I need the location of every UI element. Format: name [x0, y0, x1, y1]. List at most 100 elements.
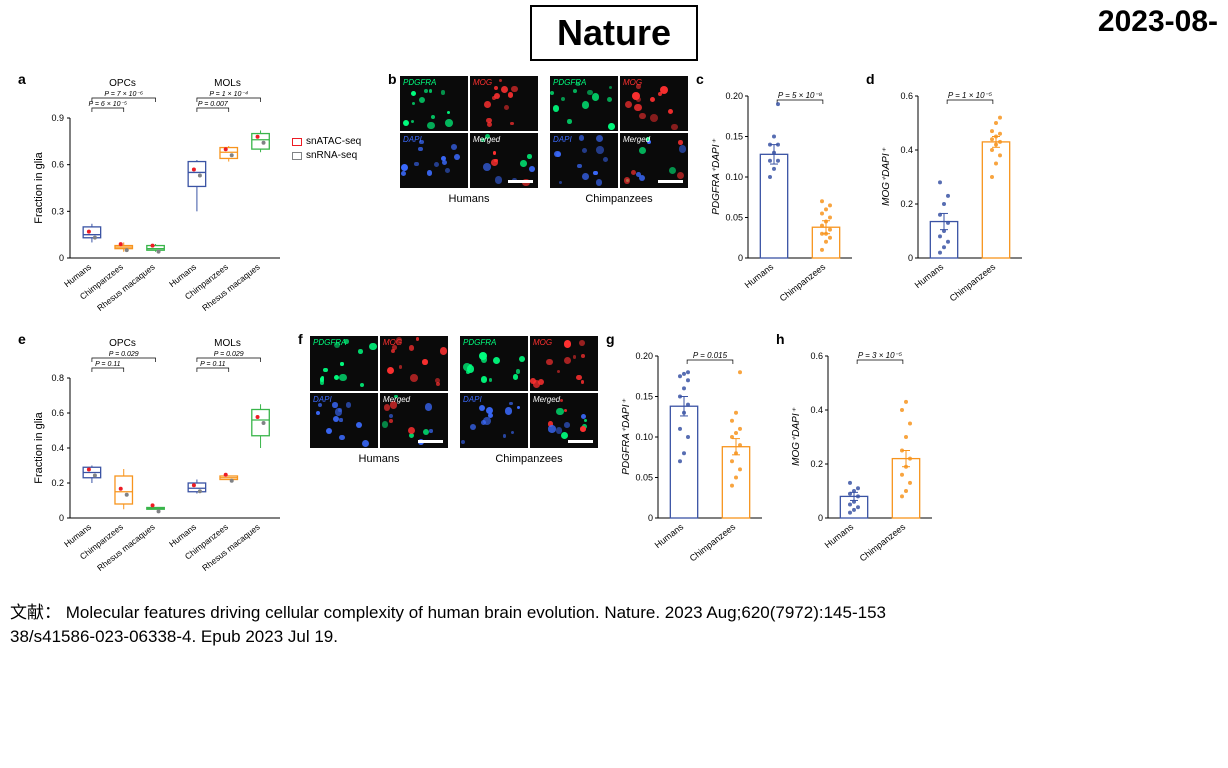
figure-caption: 文献： Molecular features driving cellular … — [0, 596, 1228, 654]
svg-text:0.20: 0.20 — [635, 351, 653, 361]
svg-text:0.6: 0.6 — [900, 91, 913, 101]
svg-text:0.6: 0.6 — [51, 408, 64, 418]
publication-date: 2023-08- — [1098, 5, 1218, 39]
micrograph-cell: PDGFRA — [400, 76, 468, 131]
svg-text:P = 1 × 10⁻⁴: P = 1 × 10⁻⁴ — [209, 91, 248, 98]
svg-text:PDGFRA⁺DAPI⁺: PDGFRA⁺DAPI⁺ — [621, 399, 632, 475]
panel-g: g00.050.100.150.20PDGFRA⁺DAPI⁺P = 0.015H… — [618, 336, 768, 576]
svg-text:Fraction in glia: Fraction in glia — [33, 151, 45, 223]
micrograph-cell: PDGFRA — [310, 336, 378, 391]
svg-text:Rhesus macaques: Rhesus macaques — [95, 522, 157, 573]
header: Nature 2023-08- — [0, 0, 1228, 66]
svg-text:0: 0 — [648, 513, 653, 523]
micrograph-cell: Merged — [470, 133, 538, 188]
svg-text:Chimpanzees: Chimpanzees — [778, 261, 828, 303]
micrograph-cell: MOG — [380, 336, 448, 391]
svg-text:0: 0 — [738, 253, 743, 263]
svg-text:0.10: 0.10 — [635, 432, 653, 442]
svg-text:0.05: 0.05 — [635, 473, 653, 483]
svg-text:P = 0.029: P = 0.029 — [214, 351, 244, 358]
legend-label: snATAC-seq — [306, 136, 361, 147]
panel-h: h00.20.40.6MOG⁺DAPI⁺P = 3 × 10⁻⁵HumansCh… — [788, 336, 938, 576]
svg-text:0.05: 0.05 — [725, 213, 743, 223]
svg-text:MOG⁺DAPI⁺: MOG⁺DAPI⁺ — [881, 147, 892, 206]
micrograph-cell: MOG — [470, 76, 538, 131]
micrograph-set-label: Chimpanzees — [550, 193, 688, 205]
svg-text:0.4: 0.4 — [900, 145, 913, 155]
micrograph-cell: PDGFRA — [550, 76, 618, 131]
micrograph-set-label: Humans — [310, 453, 448, 465]
legend-swatch — [292, 152, 302, 160]
journal-title: Nature — [530, 5, 698, 61]
svg-text:P = 0.015: P = 0.015 — [693, 351, 728, 360]
svg-text:PDGFRA⁺DAPI⁺: PDGFRA⁺DAPI⁺ — [711, 139, 722, 215]
svg-text:Humans: Humans — [823, 521, 856, 550]
svg-text:MOLs: MOLs — [214, 78, 241, 89]
svg-text:0.8: 0.8 — [51, 373, 64, 383]
svg-text:P = 0.11: P = 0.11 — [95, 361, 121, 368]
svg-text:0.15: 0.15 — [635, 392, 653, 402]
svg-text:0.2: 0.2 — [900, 199, 913, 209]
panel-a: a00.30.60.9Fraction in gliaOPCsP = 6 × 1… — [30, 76, 380, 316]
row-top: a00.30.60.9Fraction in gliaOPCsP = 6 × 1… — [30, 76, 1198, 316]
svg-text:0: 0 — [59, 253, 64, 263]
svg-text:P = 6 × 10⁻⁵: P = 6 × 10⁻⁵ — [88, 101, 127, 108]
svg-text:Humans: Humans — [743, 261, 776, 290]
svg-text:Chimpanzees: Chimpanzees — [858, 521, 908, 563]
row-bottom: e00.20.40.60.8Fraction in gliaOPCsP = 0.… — [30, 336, 1198, 576]
panel-f: fPDGFRAMOGDAPIMergedHumansPDGFRAMOGDAPIM… — [310, 336, 598, 465]
legend-label: snRNA-seq — [306, 150, 357, 161]
svg-text:OPCs: OPCs — [109, 338, 136, 349]
micrograph-cell: DAPI — [550, 133, 618, 188]
micrograph-set-label: Humans — [400, 193, 538, 205]
svg-text:Rhesus macaques: Rhesus macaques — [200, 262, 262, 313]
panel-b: bPDGFRAMOGDAPIMergedHumansPDGFRAMOGDAPIM… — [400, 76, 688, 205]
micrograph-cell: Merged — [620, 133, 688, 188]
svg-text:P = 0.007: P = 0.007 — [198, 101, 229, 108]
svg-text:0.10: 0.10 — [725, 172, 743, 182]
svg-text:0.2: 0.2 — [51, 478, 64, 488]
micrograph-set-label: Chimpanzees — [460, 453, 598, 465]
svg-text:0.4: 0.4 — [810, 405, 823, 415]
micrograph-cell: MOG — [530, 336, 598, 391]
legend-swatch — [292, 138, 302, 146]
micrograph-cell: DAPI — [310, 393, 378, 448]
svg-text:Humans: Humans — [653, 521, 686, 550]
micrograph-cell: DAPI — [460, 393, 528, 448]
svg-text:Rhesus macaques: Rhesus macaques — [200, 522, 262, 573]
svg-text:MOLs: MOLs — [214, 338, 241, 349]
svg-text:0: 0 — [908, 253, 913, 263]
svg-text:0: 0 — [59, 513, 64, 523]
svg-text:0.15: 0.15 — [725, 132, 743, 142]
svg-text:MOG⁺DAPI⁺: MOG⁺DAPI⁺ — [791, 407, 802, 466]
micrograph-cell: PDGFRA — [460, 336, 528, 391]
panel-d: d00.20.40.6MOG⁺DAPI⁺P = 1 × 10⁻⁵HumansCh… — [878, 76, 1028, 316]
svg-text:Humans: Humans — [913, 261, 946, 290]
micrograph-cell: MOG — [620, 76, 688, 131]
svg-text:0: 0 — [818, 513, 823, 523]
svg-text:Fraction in glia: Fraction in glia — [33, 411, 45, 483]
svg-text:P = 3 × 10⁻⁵: P = 3 × 10⁻⁵ — [858, 351, 903, 360]
micrograph-cell: Merged — [530, 393, 598, 448]
svg-text:Rhesus macaques: Rhesus macaques — [95, 262, 157, 313]
svg-text:0.9: 0.9 — [51, 113, 64, 123]
svg-text:P = 7 × 10⁻⁶: P = 7 × 10⁻⁶ — [104, 91, 143, 98]
svg-text:0.2: 0.2 — [810, 459, 823, 469]
svg-text:0.20: 0.20 — [725, 91, 743, 101]
panel-c: c00.050.100.150.20PDGFRA⁺DAPI⁺P = 5 × 10… — [708, 76, 858, 316]
svg-text:P = 0.029: P = 0.029 — [109, 351, 139, 358]
svg-text:0.3: 0.3 — [51, 206, 64, 216]
svg-text:P = 5 × 10⁻⁸: P = 5 × 10⁻⁸ — [778, 91, 823, 100]
svg-text:P = 1 × 10⁻⁵: P = 1 × 10⁻⁵ — [948, 91, 993, 100]
svg-text:0.4: 0.4 — [51, 443, 64, 453]
svg-text:0.6: 0.6 — [51, 160, 64, 170]
svg-text:Chimpanzees: Chimpanzees — [688, 521, 738, 563]
svg-text:Chimpanzees: Chimpanzees — [948, 261, 998, 303]
svg-text:OPCs: OPCs — [109, 78, 136, 89]
svg-text:0.6: 0.6 — [810, 351, 823, 361]
micrograph-cell: DAPI — [400, 133, 468, 188]
svg-text:P = 0.11: P = 0.11 — [200, 361, 226, 368]
figure-grid: a00.30.60.9Fraction in gliaOPCsP = 6 × 1… — [0, 66, 1228, 576]
micrograph-cell: Merged — [380, 393, 448, 448]
panel-e: e00.20.40.60.8Fraction in gliaOPCsP = 0.… — [30, 336, 290, 576]
